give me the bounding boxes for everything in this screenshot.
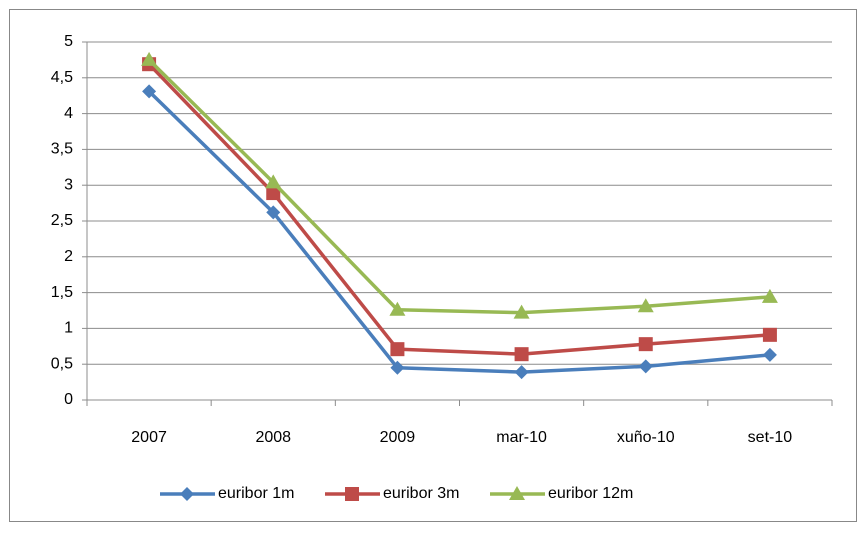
- marker: [389, 301, 406, 316]
- x-tick-label: 2008: [255, 429, 291, 446]
- marker: [513, 304, 530, 319]
- y-tick-label: 0,5: [51, 355, 73, 372]
- marker: [637, 298, 654, 313]
- marker: [638, 337, 653, 352]
- y-tick-label: 4,5: [51, 69, 73, 86]
- marker: [180, 487, 194, 501]
- marker: [762, 347, 777, 362]
- marker: [265, 174, 282, 189]
- marker: [266, 205, 281, 220]
- marker: [638, 359, 653, 374]
- y-tick-label: 2,5: [51, 212, 73, 229]
- legend-label: euribor 3m: [383, 485, 459, 502]
- marker: [142, 84, 157, 99]
- y-tick-label: 0: [64, 391, 73, 408]
- y-tick-label: 1,5: [51, 284, 73, 301]
- marker: [509, 486, 525, 500]
- marker: [141, 51, 158, 66]
- series-line: [147, 58, 771, 315]
- y-tick-label: 5: [64, 33, 73, 50]
- marker: [345, 487, 359, 501]
- y-tick-label: 3,5: [51, 141, 73, 158]
- y-tick-label: 1: [64, 320, 73, 337]
- series-line: [147, 62, 771, 356]
- x-tick-label: xuño-10: [617, 429, 675, 446]
- y-tick-label: 4: [64, 105, 73, 122]
- series-line: [147, 90, 771, 374]
- x-tick-label: mar-10: [496, 429, 547, 446]
- y-tick-label: 3: [64, 176, 73, 193]
- x-tick-label: set-10: [748, 429, 793, 446]
- legend-label: euribor 12m: [548, 485, 633, 502]
- y-tick-label: 2: [64, 248, 73, 265]
- x-tick-label: 2007: [131, 429, 167, 446]
- marker: [390, 360, 405, 375]
- legend-label: euribor 1m: [218, 485, 294, 502]
- marker: [762, 327, 777, 342]
- x-tick-label: 2009: [380, 429, 416, 446]
- marker: [390, 342, 405, 357]
- marker: [761, 288, 778, 303]
- marker: [514, 365, 529, 380]
- marker: [266, 186, 281, 201]
- marker: [514, 347, 529, 362]
